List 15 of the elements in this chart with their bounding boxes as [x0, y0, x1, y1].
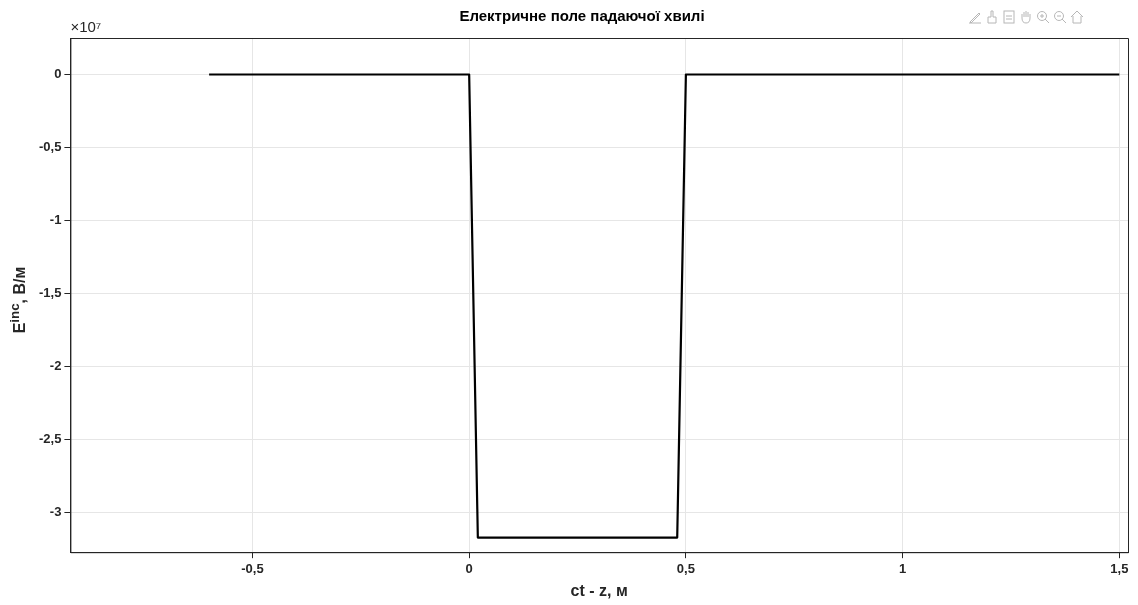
x-tick-label: -0,5 — [241, 560, 264, 576]
chart-title: Електричне поле падаючої хвилі — [459, 7, 705, 25]
y-tick-label: -2,5 — [38, 431, 62, 447]
y-tick-label: -2 — [49, 358, 62, 374]
y-tick-label: 0 — [54, 66, 62, 82]
x-tick-label: 1 — [898, 560, 907, 576]
x-axis-title: ct - z, м — [570, 581, 628, 599]
x-tick-label: 0,5 — [676, 560, 695, 576]
y-tick-label: -3 — [49, 504, 62, 520]
x-tick-label: 1,5 — [1110, 560, 1129, 576]
x-tick-label: 0 — [465, 560, 473, 576]
y-tick-label: -0,5 — [38, 139, 62, 155]
text: ×10⁷ — [70, 17, 102, 35]
y-tick-label: -1,5 — [38, 285, 62, 301]
y-tick-label: -1 — [49, 212, 62, 228]
